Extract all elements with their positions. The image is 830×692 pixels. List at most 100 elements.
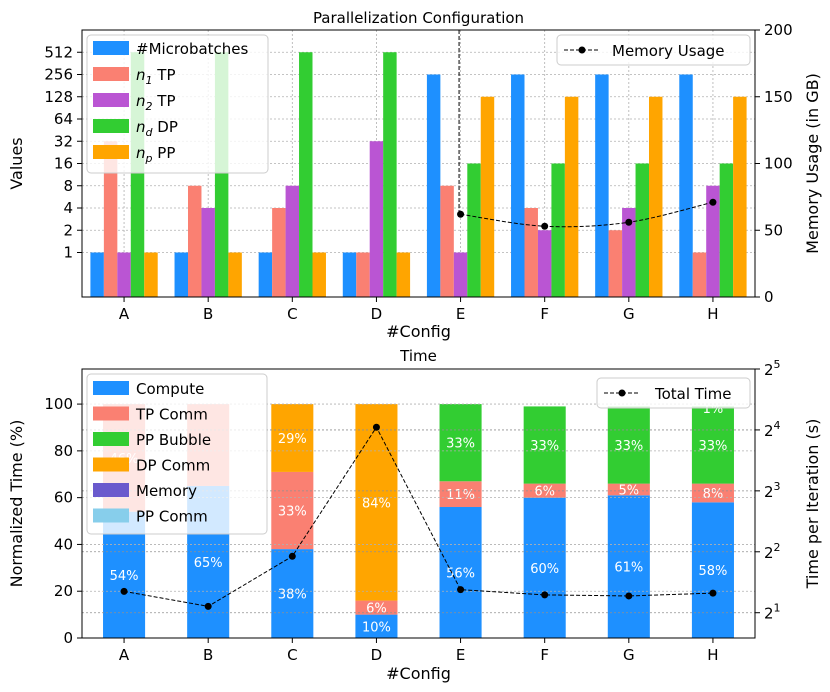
y2-tick-label: 23 bbox=[764, 480, 781, 501]
legend-label: Compute bbox=[136, 380, 204, 398]
y-axis-label: Values bbox=[7, 137, 26, 189]
segment-label: 38% bbox=[278, 588, 307, 603]
stacked-segment bbox=[523, 483, 566, 498]
bar bbox=[524, 208, 538, 297]
legend-label: Memory bbox=[136, 482, 197, 500]
stacked-segment bbox=[355, 404, 398, 601]
legend-right: Total Time bbox=[596, 377, 751, 409]
legend-left: Compute TP Comm PP Bubble DP Comm Memory PP C… bbox=[86, 373, 268, 535]
legend-swatch bbox=[93, 93, 129, 107]
x-tick-label: A bbox=[119, 646, 130, 664]
memory-point bbox=[709, 198, 717, 206]
memory-line bbox=[460, 201, 714, 228]
stacked-segment bbox=[523, 406, 566, 484]
legend-label: n2 TP bbox=[136, 92, 176, 113]
stacked-segment bbox=[271, 404, 314, 472]
bar bbox=[551, 163, 565, 297]
legend-swatch bbox=[93, 41, 129, 55]
legend-marker bbox=[578, 46, 586, 54]
y2-axis-label: Time per Iteration (s) bbox=[803, 419, 822, 590]
stacked-segment bbox=[355, 614, 398, 638]
segment-label: 33% bbox=[446, 437, 475, 452]
top-chart: 1 2 4 8 16 32 64 128 256 512 0 50 100 150 200 A B C D E F G H P… bbox=[7, 9, 822, 341]
legend-swatch bbox=[93, 381, 129, 395]
stacked-segment bbox=[355, 600, 398, 615]
legend-swatch bbox=[93, 406, 129, 421]
y2-axis-label: Memory Usage (in GB) bbox=[803, 73, 822, 254]
segment-label: 65% bbox=[194, 556, 223, 571]
y2-tick-label: 100 bbox=[764, 155, 793, 173]
y-tick-label: 1 bbox=[63, 244, 73, 262]
x-tick-label: G bbox=[623, 305, 635, 323]
bar bbox=[383, 52, 397, 297]
y2-tick-label: 24 bbox=[764, 419, 781, 440]
bar bbox=[369, 141, 384, 297]
y-tick-label: 4 bbox=[63, 199, 73, 217]
y-tick-label: 0 bbox=[63, 629, 73, 647]
bar bbox=[537, 230, 552, 297]
legend-label: TP Comm bbox=[135, 406, 208, 424]
bar bbox=[117, 252, 131, 297]
legend-swatch bbox=[93, 145, 129, 159]
stacked-segment bbox=[439, 481, 482, 508]
bar bbox=[733, 96, 747, 297]
x-tick-label: D bbox=[371, 305, 383, 323]
segment-label: 56% bbox=[446, 567, 475, 582]
memory-point bbox=[541, 222, 549, 230]
x-axis-label: #Config bbox=[386, 322, 451, 341]
y-tick-label: 32 bbox=[54, 132, 73, 150]
legend-swatch bbox=[93, 432, 129, 446]
bar bbox=[187, 185, 202, 297]
stacked-segment bbox=[271, 549, 314, 638]
bar bbox=[103, 141, 118, 297]
segment-label: 11% bbox=[446, 488, 475, 503]
x-tick-label: G bbox=[623, 646, 635, 664]
bar bbox=[706, 185, 720, 297]
x-tick-label: E bbox=[456, 305, 465, 323]
bar bbox=[174, 252, 188, 297]
x-tick-label: B bbox=[203, 646, 213, 664]
bar bbox=[285, 185, 300, 297]
stacked-segment bbox=[691, 502, 734, 638]
y-axis-label: Normalized Time (%) bbox=[7, 420, 26, 588]
x-tick-label: H bbox=[707, 646, 718, 664]
legend-label: PP Comm bbox=[136, 508, 208, 526]
legend-marker bbox=[618, 389, 626, 397]
bar bbox=[608, 230, 623, 297]
legend-box bbox=[86, 34, 269, 174]
total-time-point bbox=[709, 589, 717, 597]
bar bbox=[622, 208, 636, 297]
plot-frame bbox=[81, 368, 756, 639]
bar bbox=[342, 252, 357, 297]
legend-swatch bbox=[93, 67, 129, 81]
memory-point bbox=[625, 218, 633, 226]
segment-label: 6% bbox=[534, 485, 555, 500]
y-tick-label: 128 bbox=[44, 88, 73, 106]
segment-label: 33% bbox=[614, 439, 643, 454]
legend-right: Memory Usage bbox=[556, 34, 751, 66]
segment-label: 10% bbox=[362, 620, 391, 635]
bar bbox=[692, 252, 707, 297]
y-tick-label: 80 bbox=[54, 442, 73, 460]
segment-label: 60% bbox=[530, 562, 559, 577]
stacked-segment bbox=[607, 483, 650, 496]
legend-box bbox=[86, 373, 268, 535]
x-tick-label: A bbox=[119, 305, 130, 323]
y2-tick-label: 150 bbox=[764, 88, 793, 106]
segment-label: 8% bbox=[703, 487, 724, 502]
legend-swatch bbox=[93, 119, 129, 133]
bar bbox=[258, 252, 273, 297]
x-tick-label: E bbox=[456, 646, 465, 664]
bar bbox=[228, 252, 242, 297]
bar bbox=[595, 74, 609, 297]
legend-box bbox=[556, 34, 751, 66]
legend-left: #Microbatches n1 TP n2 TP nd DP np PP bbox=[86, 34, 269, 174]
y-tick-label: 64 bbox=[54, 110, 73, 128]
y-tick-label: 16 bbox=[54, 155, 73, 173]
segment-label: 54% bbox=[110, 569, 139, 584]
stacked-segment bbox=[691, 406, 734, 484]
legend-label: np PP bbox=[136, 144, 175, 165]
y2-tick-label: 0 bbox=[764, 288, 774, 306]
bar bbox=[440, 185, 454, 297]
total-time-point bbox=[288, 552, 296, 560]
